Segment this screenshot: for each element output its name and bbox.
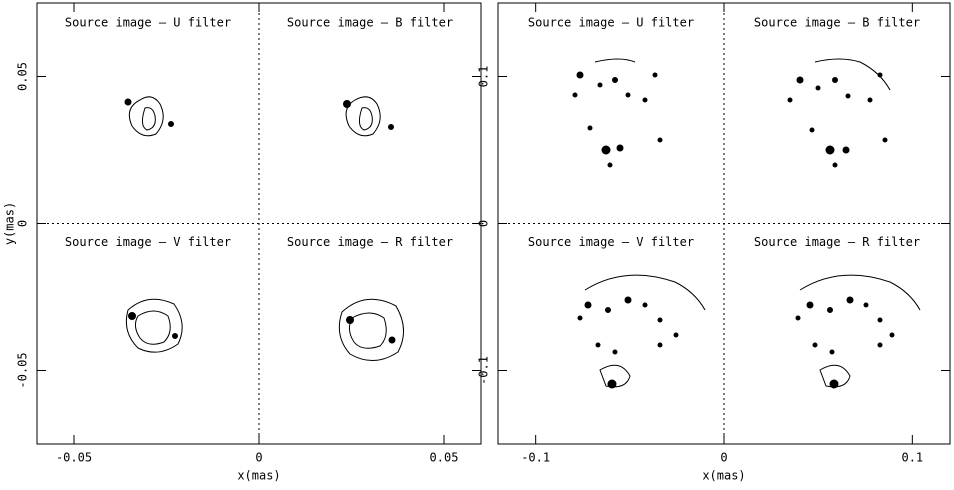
- x-tick-label: -0.05: [56, 451, 92, 465]
- contour: [388, 124, 394, 130]
- contour: [346, 316, 354, 324]
- contour: [125, 298, 183, 353]
- contour: [594, 58, 636, 63]
- contour-spots: [572, 71, 895, 389]
- y-tick-label: 0: [477, 220, 491, 227]
- contour: [388, 336, 396, 344]
- contour: [134, 310, 171, 345]
- contour: [358, 107, 373, 131]
- panel-label: Source image – R filter: [287, 235, 453, 249]
- contour: [128, 96, 164, 137]
- x-tick-label: 0: [720, 451, 727, 465]
- y-tick-label: 0.1: [477, 66, 491, 88]
- x-tick-label: 0.1: [901, 451, 923, 465]
- panel-label: Source image – B filter: [287, 16, 453, 30]
- y-tick-label: 0.05: [16, 62, 30, 91]
- panel-label: Source image – V filter: [528, 235, 694, 249]
- x-tick-label: -0.1: [521, 451, 550, 465]
- contour: [814, 58, 891, 91]
- y-tick-label: -0.1: [477, 356, 491, 385]
- panel-label: Source image – U filter: [65, 16, 231, 30]
- contour: [345, 96, 381, 137]
- contour: [799, 274, 921, 311]
- x-tick-label: 0: [255, 451, 262, 465]
- contour: [338, 298, 404, 361]
- contour: [584, 274, 706, 311]
- x-tick-label: 0.05: [430, 451, 459, 465]
- y-tick-label: -0.05: [16, 352, 30, 388]
- y-axis-label: y(mas): [3, 202, 17, 245]
- panel-label: Source image – B filter: [754, 16, 920, 30]
- contour: [128, 312, 136, 320]
- panel-label: Source image – U filter: [528, 16, 694, 30]
- panel-label: Source image – V filter: [65, 235, 231, 249]
- panel-label: Source image – R filter: [754, 235, 920, 249]
- contour: [124, 98, 132, 106]
- x-axis-label: x(mas): [702, 469, 745, 483]
- contour: [168, 121, 174, 127]
- contour: [141, 107, 156, 131]
- contour: [172, 333, 178, 339]
- contours-right: [572, 58, 921, 389]
- x-axis-label: x(mas): [237, 469, 280, 483]
- y-tick-label: 0: [16, 220, 30, 227]
- contour: [343, 100, 351, 108]
- contours-left: [124, 96, 404, 361]
- contour: [348, 312, 387, 349]
